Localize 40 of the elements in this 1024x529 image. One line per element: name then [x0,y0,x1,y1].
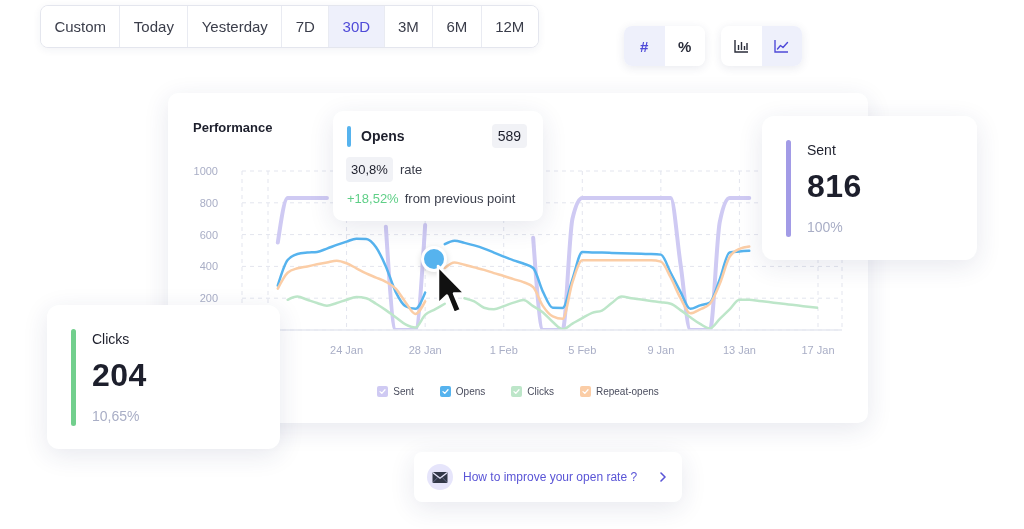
category-label: Custom [41,6,120,47]
text: 10,65% [92,408,140,424]
annotation: +18,52% [347,191,399,206]
y-tick-label: 1000 [193,164,218,177]
text: Sent [807,142,836,158]
legend-label: Sent [393,386,414,397]
category-label: # [624,26,665,66]
text: Opens [361,128,405,144]
annotation: rate [399,162,423,177]
category-label: 30D [328,6,384,47]
annotation: 30,8% [346,157,393,182]
annotation: 816 [807,168,862,205]
x-tick-label: 5 Feb [568,343,597,356]
category-label: % [664,26,705,66]
chart-title: Performance [193,120,273,135]
legend-label: Clicks [527,386,554,397]
annotation: from previous point [404,191,516,206]
category-label: 6M [432,6,481,47]
legend-label: Opens [455,386,486,397]
x-tick-label: 9 Jan [647,343,675,356]
y-tick-label: 400 [199,260,218,273]
x-tick-label: 13 Jan [722,343,756,356]
y-tick-label: 800 [199,196,218,209]
x-tick-label: 24 Jan [330,343,364,356]
text: 204 [92,357,147,394]
category-label: 7D [281,6,329,47]
text: How to improve your open rate ? [463,470,638,484]
y-tick-label: 600 [199,228,218,241]
y-tick-label: 200 [199,292,218,305]
category-label: 3M [383,6,433,47]
text: 589 [491,124,527,148]
category-label: Today [119,6,188,47]
text: Clicks [92,331,130,347]
annotation: 100% [807,219,843,235]
category-label: Yesterday [187,6,282,47]
x-tick-label: 17 Jan [801,343,835,356]
category-label: 12M [480,6,538,47]
legend-label: Repeat-opens [595,386,659,397]
x-tick-label: 28 Jan [408,343,442,356]
x-tick-label: 1 Feb [489,343,518,356]
